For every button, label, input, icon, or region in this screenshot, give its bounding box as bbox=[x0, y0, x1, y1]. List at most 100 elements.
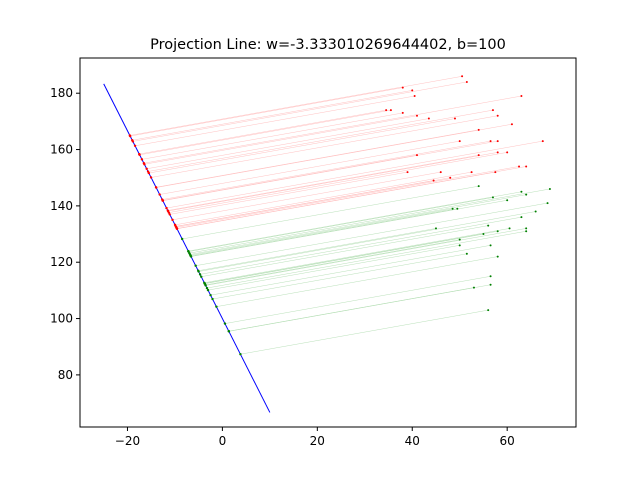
projection-segment bbox=[204, 233, 484, 284]
projected-point bbox=[187, 250, 190, 253]
projection-segment bbox=[205, 228, 527, 286]
data-point bbox=[489, 140, 492, 143]
data-point bbox=[453, 117, 456, 120]
projection-segment bbox=[169, 171, 408, 215]
projected-point bbox=[128, 134, 132, 138]
data-point bbox=[496, 230, 499, 233]
data-points bbox=[385, 75, 551, 312]
projection-segment bbox=[175, 180, 434, 227]
projected-points bbox=[128, 134, 242, 356]
projection-segment bbox=[172, 171, 441, 221]
projection-segment bbox=[148, 109, 493, 172]
projected-point bbox=[209, 293, 212, 297]
projection-segment bbox=[204, 228, 510, 284]
data-point bbox=[461, 75, 464, 78]
projected-point bbox=[194, 264, 197, 267]
plot-frame bbox=[79, 57, 577, 428]
x-tick-label: −20 bbox=[115, 434, 140, 448]
projected-point bbox=[180, 237, 184, 241]
projection-segment bbox=[240, 309, 489, 355]
projection-segment bbox=[206, 230, 527, 289]
x-tick-label: 0 bbox=[219, 434, 227, 448]
data-point bbox=[520, 95, 523, 98]
projected-point bbox=[161, 199, 164, 202]
projection-segment bbox=[132, 81, 467, 142]
data-point bbox=[541, 140, 544, 143]
data-point bbox=[439, 171, 442, 174]
y-tick-label: 180 bbox=[50, 86, 73, 100]
data-point bbox=[525, 230, 528, 233]
projection-segment bbox=[156, 123, 512, 188]
y-tick-label: 160 bbox=[50, 143, 73, 157]
y-tick-label: 80 bbox=[58, 368, 73, 382]
projection-segment bbox=[148, 118, 456, 174]
data-point bbox=[465, 252, 468, 255]
projection-segment bbox=[168, 152, 508, 213]
projection-segment bbox=[144, 115, 418, 165]
data-point bbox=[520, 216, 523, 219]
projection-segment bbox=[139, 109, 387, 155]
data-point bbox=[477, 185, 480, 188]
projection-segment bbox=[151, 115, 498, 178]
data-point bbox=[506, 199, 509, 202]
projection-segment bbox=[188, 197, 493, 252]
data-point bbox=[525, 193, 528, 196]
projection-segment bbox=[143, 95, 522, 164]
projected-point bbox=[133, 144, 137, 148]
data-point bbox=[546, 202, 549, 205]
projection-segment bbox=[205, 239, 460, 286]
projected-point bbox=[206, 288, 210, 292]
data-point bbox=[415, 154, 418, 157]
data-point bbox=[525, 165, 528, 168]
projection-segment bbox=[198, 211, 536, 272]
projected-point bbox=[198, 273, 202, 276]
data-point bbox=[489, 283, 492, 286]
projected-point bbox=[223, 322, 227, 325]
data-point bbox=[496, 255, 499, 258]
y-tick-label: 140 bbox=[50, 199, 73, 213]
data-point bbox=[477, 154, 480, 157]
data-point bbox=[401, 111, 404, 114]
data-point bbox=[506, 151, 509, 154]
projection-segment bbox=[195, 202, 548, 266]
data-point bbox=[458, 238, 461, 241]
data-point bbox=[518, 165, 521, 168]
projection-segment bbox=[166, 140, 543, 209]
data-point bbox=[548, 187, 551, 190]
data-point bbox=[477, 128, 480, 131]
projected-point bbox=[175, 227, 179, 230]
projection-line bbox=[103, 83, 271, 413]
projected-point bbox=[211, 297, 214, 301]
x-tick-label: 40 bbox=[405, 434, 420, 448]
data-point bbox=[520, 190, 523, 193]
projected-point bbox=[167, 211, 171, 214]
projected-point bbox=[215, 305, 218, 308]
projected-point bbox=[197, 269, 200, 272]
projection-segment bbox=[129, 76, 463, 136]
data-point bbox=[494, 171, 497, 174]
data-point bbox=[406, 171, 409, 174]
projection-segment bbox=[141, 112, 403, 160]
projected-point bbox=[189, 254, 193, 258]
x-tick-label: 60 bbox=[500, 434, 515, 448]
projection-segment bbox=[224, 276, 491, 324]
data-point bbox=[487, 309, 490, 312]
data-point bbox=[411, 89, 414, 92]
data-point bbox=[491, 109, 494, 112]
data-point bbox=[451, 207, 454, 210]
projected-point bbox=[168, 213, 171, 216]
projection-segment bbox=[139, 109, 391, 156]
projection-segment bbox=[190, 208, 453, 256]
projected-point bbox=[145, 167, 148, 171]
data-point bbox=[458, 140, 461, 143]
projection-segment bbox=[212, 253, 467, 300]
data-point bbox=[487, 224, 490, 227]
projection-segment bbox=[159, 140, 460, 195]
projection-segment bbox=[162, 140, 491, 200]
projected-point bbox=[147, 171, 151, 175]
projection-segment bbox=[135, 95, 415, 147]
projection-segment bbox=[167, 154, 479, 211]
projection-segment bbox=[132, 90, 413, 141]
projected-point bbox=[204, 283, 207, 287]
